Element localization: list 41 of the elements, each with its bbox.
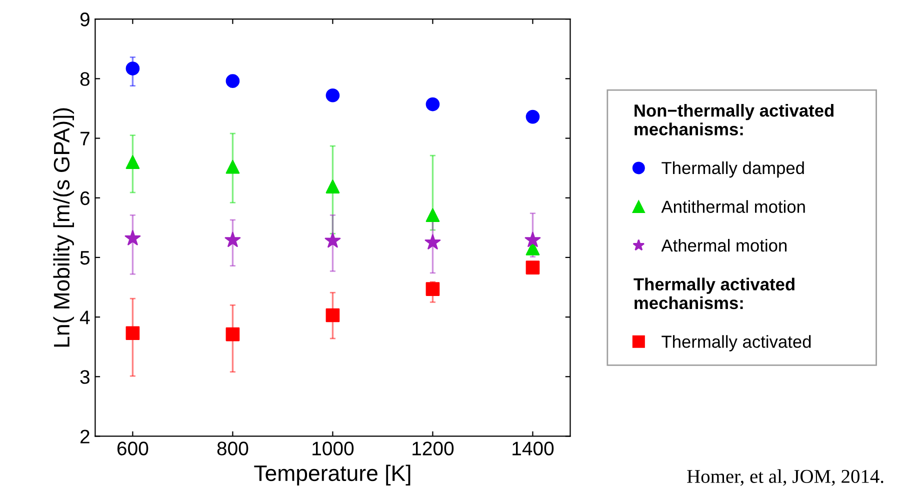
legend-label: Antithermal motion (661, 200, 805, 213)
legend-label: Thermally activated (662, 335, 811, 352)
point (124, 230, 141, 246)
text: Homer, et al, JOM, 2014. (687, 469, 884, 486)
point (226, 74, 240, 88)
y-tick-label: 7 (80, 132, 90, 146)
x-tick-label: 1000 (312, 442, 354, 456)
point (426, 208, 440, 222)
point (226, 160, 240, 174)
point (224, 232, 241, 248)
point (426, 97, 440, 112)
x-axis-title: Temperature [K] (254, 464, 410, 486)
point (426, 282, 440, 296)
y-tick-label: 5 (80, 251, 90, 265)
text: Non−thermally activated mechanisms: (634, 104, 834, 136)
text: Thermally activated mechanisms: (634, 278, 794, 310)
y-tick-label: 4 (80, 310, 90, 324)
point (126, 326, 140, 340)
point (324, 232, 341, 248)
point (424, 234, 441, 250)
legend-label: Athermal motion (661, 238, 787, 252)
point (326, 88, 340, 102)
x-tick-label: 1200 (412, 442, 454, 456)
y-axis-title: Ln( Mobility [m/(s GPA)]) (53, 108, 74, 347)
y-tick-label: 3 (80, 370, 90, 384)
x-tick-label: 600 (117, 442, 148, 456)
x-tick-label: 1400 (512, 442, 554, 456)
point (326, 308, 340, 322)
y-tick-label: 2 (80, 430, 90, 444)
y-tick-label: 8 (80, 72, 90, 86)
point (524, 232, 541, 248)
point (526, 260, 540, 274)
y-tick-label: 9 (80, 12, 90, 26)
y-tick-label: 6 (80, 191, 90, 206)
point (226, 327, 240, 342)
x-tick-label: 800 (217, 442, 248, 456)
point (126, 62, 140, 76)
point (326, 180, 340, 194)
point (526, 110, 540, 124)
legend-label: Thermally damped (662, 161, 804, 178)
point (126, 155, 140, 170)
